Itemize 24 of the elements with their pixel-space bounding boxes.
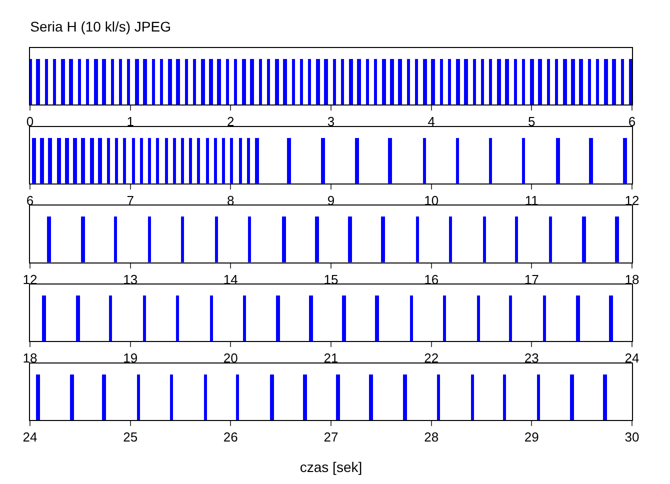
x-tick-label: 20	[223, 350, 238, 366]
x-tick-label: 7	[126, 193, 134, 208]
chart-title: Seria H (10 kl/s) JPEG	[30, 18, 171, 35]
x-tick-label: 18	[22, 350, 38, 366]
x-tick-label: 6	[628, 114, 636, 130]
x-tick-label: 30	[624, 430, 640, 445]
x-tick-label: 29	[524, 430, 539, 445]
x-tick-label: 27	[324, 430, 338, 445]
x-tick-label: 0	[26, 114, 34, 130]
x-tick-label: 3	[327, 114, 335, 130]
x-tick-label: 24	[22, 430, 38, 445]
x-tick-label: 22	[424, 350, 439, 366]
x-tick-label: 5	[528, 114, 536, 130]
x-tick-label: 4	[428, 114, 435, 130]
x-tick-label: 1	[126, 114, 134, 130]
x-tick-label: 26	[223, 430, 238, 445]
x-tick-label: 19	[123, 350, 138, 366]
x-tick-label: 23	[524, 350, 539, 366]
x-tick-label: 21	[324, 350, 338, 366]
x-tick-label: 25	[123, 430, 138, 445]
x-tick-label: 28	[424, 430, 439, 445]
x-axis-title: czas [sek]	[300, 458, 362, 475]
x-tick-label: 24	[624, 350, 640, 366]
x-tick-label: 2	[227, 114, 234, 130]
